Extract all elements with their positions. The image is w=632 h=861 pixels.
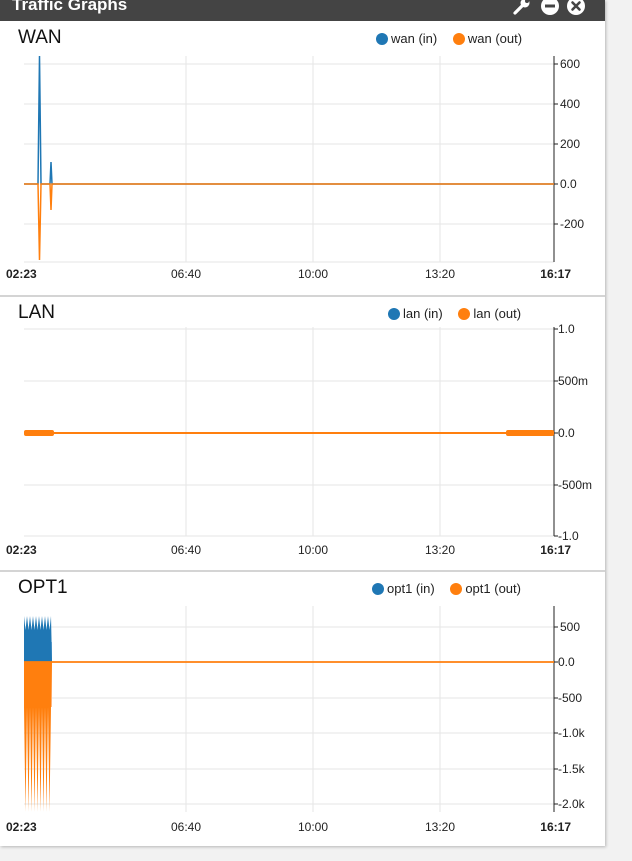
- minimize-icon[interactable]: [540, 0, 560, 16]
- legend-item-in[interactable]: wan (in): [376, 31, 437, 46]
- y-tick-label: 500m: [558, 374, 588, 388]
- y-tick-label: 500: [560, 620, 580, 634]
- section-divider: [0, 570, 605, 572]
- wrench-icon[interactable]: [512, 0, 532, 16]
- graph-legend: wan (in) wan (out): [364, 31, 522, 48]
- x-tick-label: 16:17: [540, 820, 571, 834]
- series-line-wan-in: [24, 55, 554, 185]
- y-tick-label: 200: [560, 137, 580, 151]
- y-tick-label: -500m: [558, 478, 592, 492]
- x-tick-label: 10:00: [298, 267, 328, 281]
- x-tick-label: 10:00: [298, 820, 328, 834]
- graph-legend: opt1 (in) opt1 (out): [360, 581, 521, 598]
- x-tick-label: 06:40: [171, 543, 201, 557]
- x-tick-label: 16:17: [540, 543, 571, 557]
- legend-dot-icon: [458, 307, 471, 320]
- x-tick-labels: 02:23 06:40 10:00 13:20 16:17: [6, 543, 571, 557]
- traffic-graphs-panel: Traffic Graphs WAN wan (in) wan (out): [0, 0, 605, 846]
- wan-chart[interactable]: 600 400 200 0.0 -200 02:23 06:40 10:00 1…: [0, 0, 605, 295]
- section-divider: [0, 295, 605, 297]
- x-tick-label: 02:23: [6, 820, 37, 834]
- x-tick-label: 02:23: [6, 267, 37, 281]
- x-tick-label: 13:20: [425, 267, 455, 281]
- series-area-opt1-in: [24, 616, 52, 662]
- y-tick-label: -1.5k: [558, 762, 586, 776]
- x-tick-labels: 02:23 06:40 10:00 13:20 16:17: [6, 267, 571, 281]
- y-tick-label: -2.0k: [558, 797, 586, 811]
- x-tick-label: 13:20: [425, 820, 455, 834]
- opt1-chart[interactable]: 500 0.0 -500 -1.0k -1.5k -2.0k 02:23 06:…: [0, 572, 605, 846]
- legend-dot-icon: [388, 307, 400, 320]
- legend-item-in[interactable]: lan (in): [388, 306, 443, 321]
- graph-legend: lan (in) lan (out): [376, 306, 521, 323]
- series-area-opt1-out: [24, 662, 52, 812]
- y-tick-label: -500: [558, 691, 582, 705]
- x-tick-label: 10:00: [298, 543, 328, 557]
- legend-dot-icon: [452, 32, 465, 45]
- panel-titlebar: Traffic Graphs: [0, 0, 605, 21]
- opt1-graph-section: OPT1 opt1 (in) opt1 (out): [0, 572, 605, 846]
- series-line-wan-out: [24, 183, 554, 261]
- graph-title: OPT1: [18, 577, 68, 598]
- y-tick-label: 400: [560, 97, 580, 111]
- y-tick-labels: 1.0 500m 0.0 -500m -1.0: [558, 322, 592, 543]
- legend-dot-icon: [450, 582, 463, 595]
- x-tick-label: 06:40: [171, 267, 201, 281]
- wan-graph-section: WAN wan (in) wan (out): [0, 21, 605, 295]
- y-tick-label: -1.0k: [558, 726, 586, 740]
- x-tick-label: 06:40: [171, 820, 201, 834]
- close-icon[interactable]: [566, 0, 586, 16]
- y-tick-labels: 600 400 200 0.0 -200: [560, 57, 584, 231]
- y-tick-label: -200: [560, 217, 584, 231]
- legend-item-in[interactable]: opt1 (in): [372, 581, 435, 596]
- lan-activity-end: [506, 430, 554, 436]
- gridlines: [24, 327, 554, 537]
- y-tick-label: 600: [560, 57, 580, 71]
- y-tick-label: 0.0: [558, 426, 575, 440]
- y-tick-label: 0.0: [558, 655, 575, 669]
- graph-title: WAN: [18, 27, 62, 48]
- y-tick-label: 0.0: [560, 177, 577, 191]
- y-tick-label: -1.0: [558, 529, 579, 543]
- y-tick-label: 1.0: [558, 322, 575, 336]
- gridlines: [24, 606, 554, 812]
- x-tick-label: 16:17: [540, 267, 571, 281]
- x-tick-label: 02:23: [6, 543, 37, 557]
- legend-dot-icon: [376, 32, 388, 45]
- legend-item-out[interactable]: wan (out): [452, 31, 522, 46]
- legend-item-out[interactable]: lan (out): [458, 306, 521, 321]
- panel-title: Traffic Graphs: [12, 0, 128, 14]
- lan-activity-start: [24, 430, 54, 436]
- graph-title: LAN: [18, 302, 55, 323]
- x-tick-label: 13:20: [425, 543, 455, 557]
- gridlines: [24, 56, 554, 263]
- legend-dot-icon: [372, 582, 384, 595]
- lan-chart[interactable]: 1.0 500m 0.0 -500m -1.0 02:23 06:40 10:0…: [0, 297, 605, 571]
- legend-item-out[interactable]: opt1 (out): [450, 581, 521, 596]
- x-tick-labels: 02:23 06:40 10:00 13:20 16:17: [6, 820, 571, 834]
- y-tick-labels: 500 0.0 -500 -1.0k -1.5k -2.0k: [558, 620, 586, 811]
- lan-graph-section: LAN lan (in) lan (out): [0, 297, 605, 571]
